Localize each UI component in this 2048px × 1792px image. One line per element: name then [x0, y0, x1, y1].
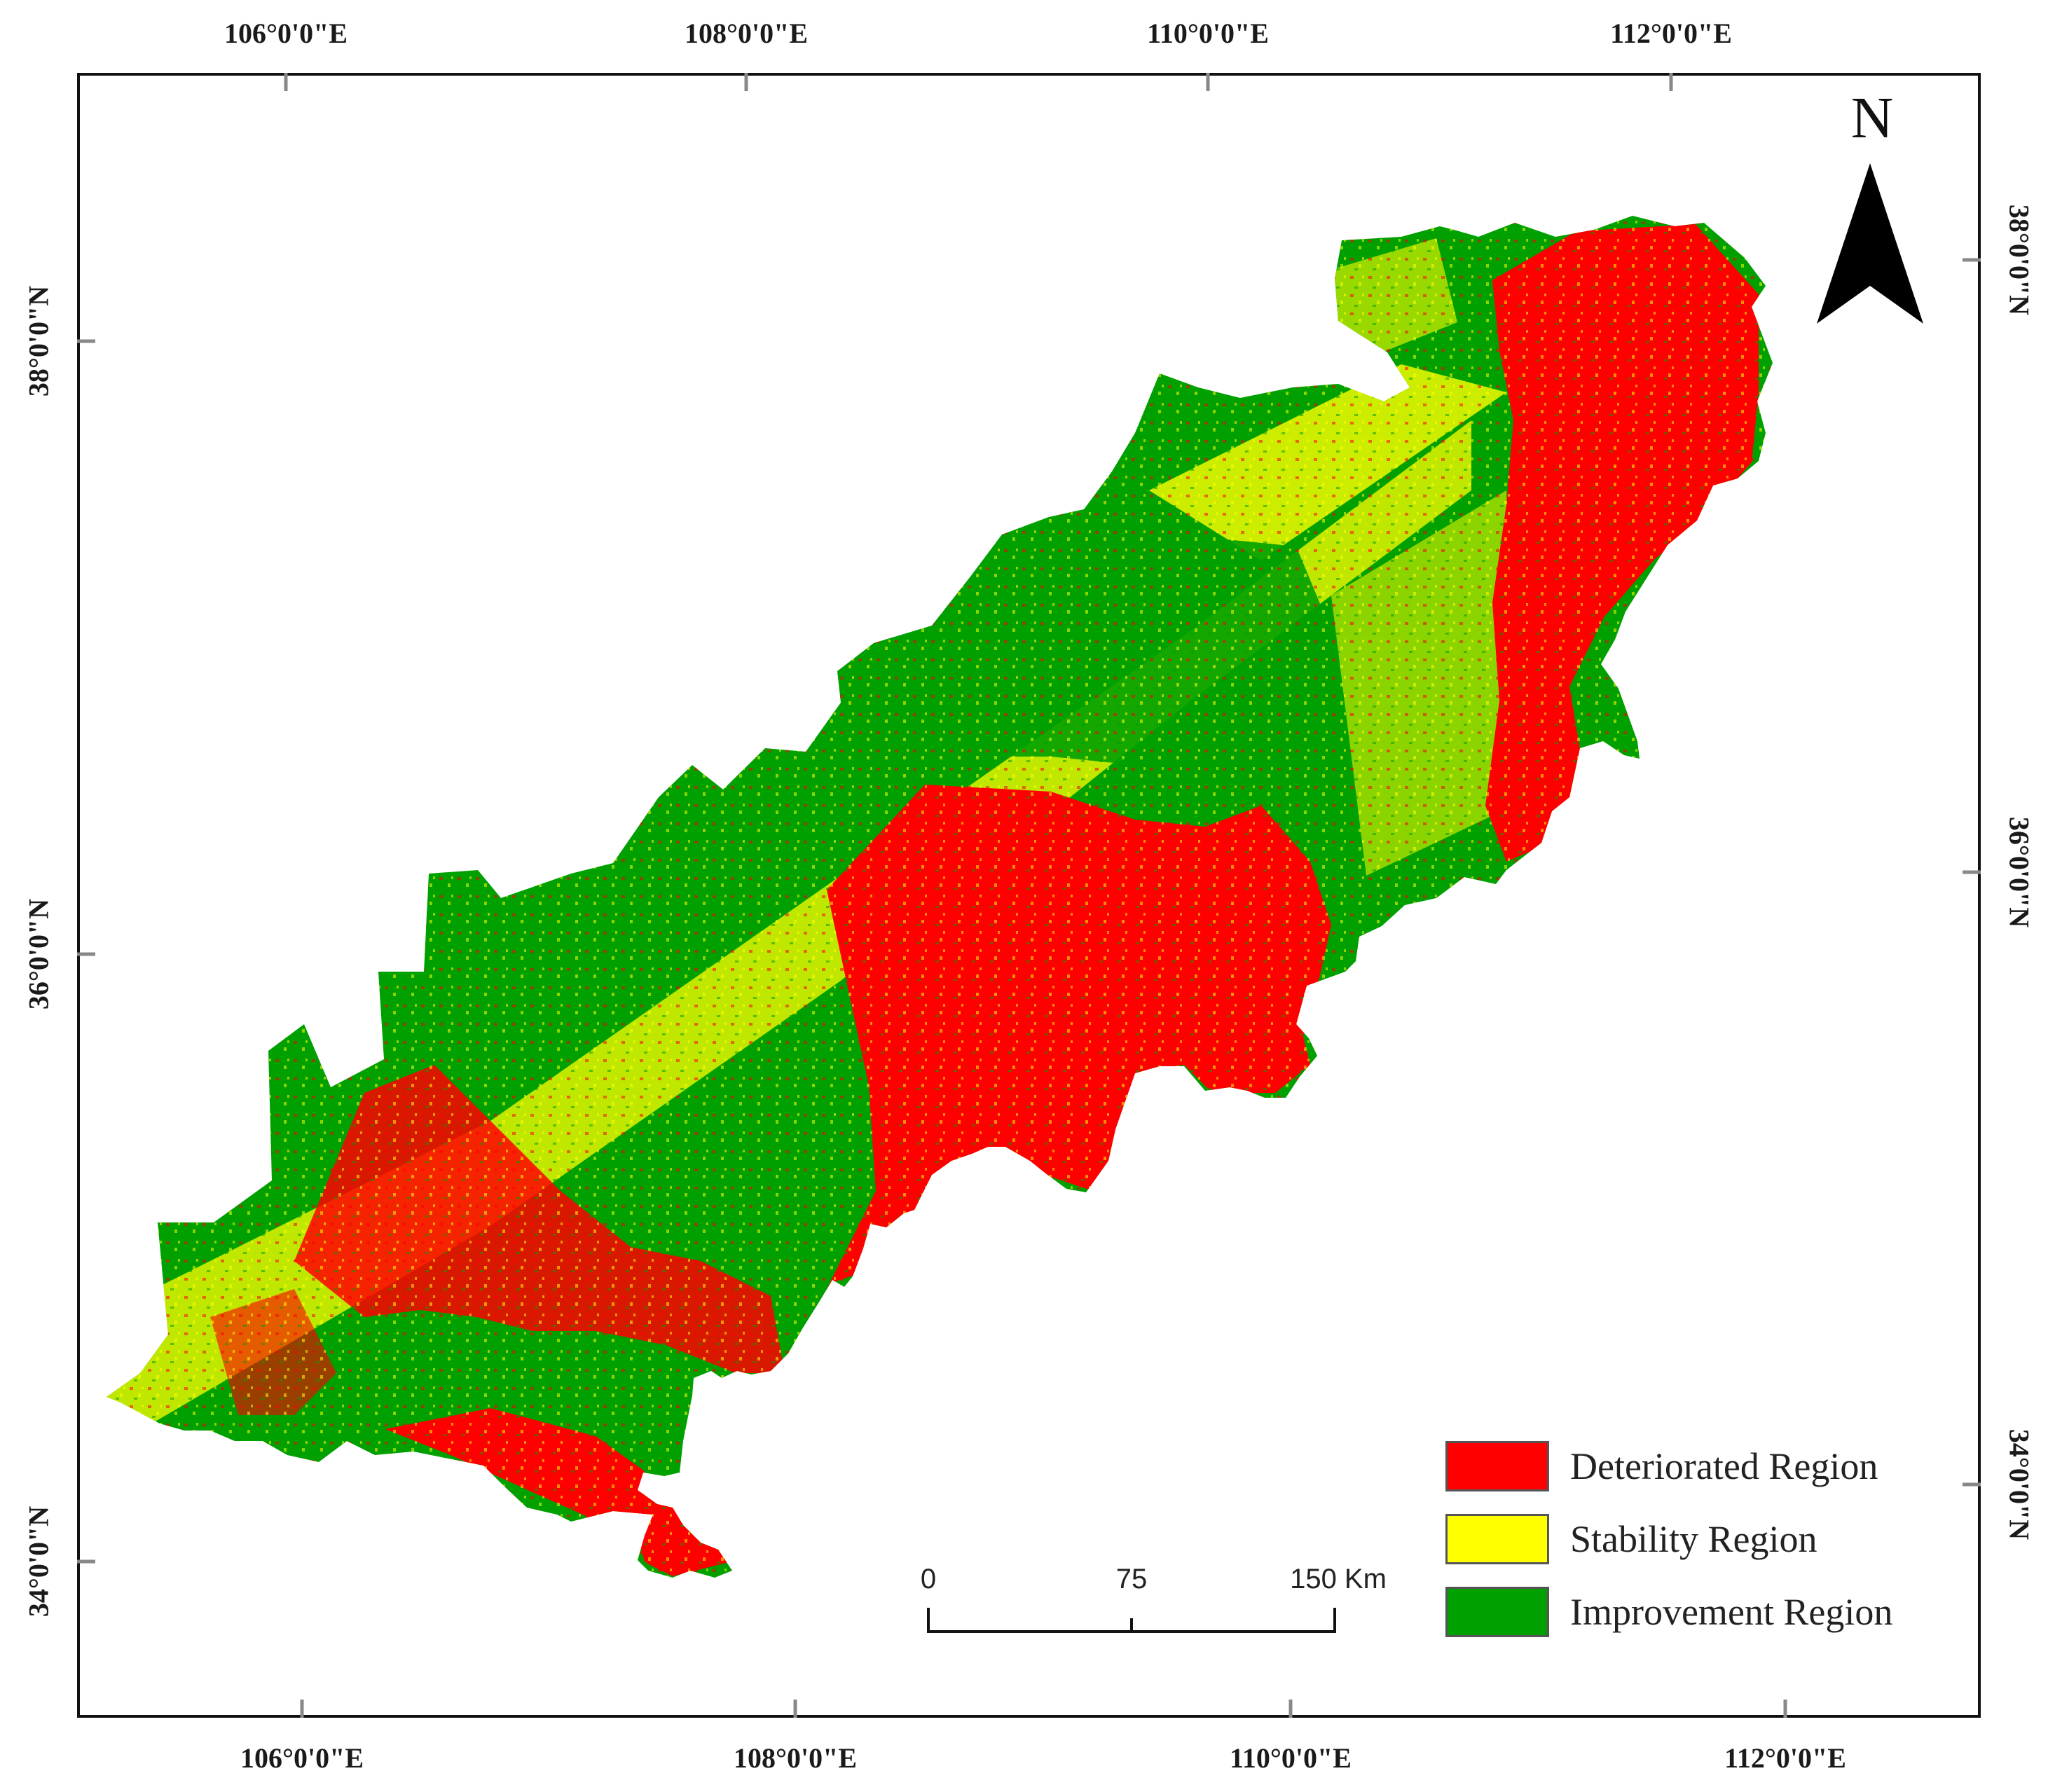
north-arrow-icon: [1817, 163, 1923, 324]
bottom-longitude-label: 112°0'0"E: [1724, 1742, 1846, 1774]
top-longitude-label: 108°0'0"E: [685, 18, 808, 49]
bottom-longitude-label: 108°0'0"E: [734, 1742, 857, 1774]
bottom-longitude-label: 110°0'0"E: [1230, 1742, 1352, 1774]
legend-swatch-green: [1445, 1587, 1549, 1637]
scale-label-end: 150 Km: [1290, 1564, 1387, 1594]
legend-label: Deteriorated Region: [1570, 1445, 1878, 1487]
right-latitude-label: 34°0'0"N: [2003, 1428, 2035, 1541]
right-latitude-label: 38°0'0"N: [2003, 204, 2035, 316]
legend-item-improvement: Improvement Region: [1445, 1586, 1892, 1638]
legend-item-deteriorated: Deteriorated Region: [1445, 1440, 1878, 1492]
left-latitude-label: 34°0'0"N: [22, 1505, 55, 1618]
legend-item-stability: Stability Region: [1445, 1513, 1817, 1565]
legend-label: Stability Region: [1570, 1518, 1817, 1560]
frame-ticks: [77, 73, 1981, 1718]
bottom-longitude-label: 106°0'0"E: [240, 1742, 364, 1774]
scale-label-mid: 75: [1115, 1564, 1148, 1594]
top-longitude-label: 112°0'0"E: [1610, 18, 1732, 49]
land-cover-layer: [106, 216, 1773, 1578]
legend-swatch-red: [1445, 1441, 1549, 1491]
left-latitude-label: 36°0'0"N: [22, 898, 55, 1010]
scale-label-zero: 0: [920, 1564, 937, 1594]
legend-label: Improvement Region: [1570, 1591, 1893, 1633]
top-longitude-label: 106°0'0"E: [224, 18, 348, 49]
top-longitude-label: 110°0'0"E: [1147, 18, 1269, 49]
left-latitude-label: 38°0'0"N: [22, 285, 55, 397]
north-label: N: [1850, 85, 1894, 151]
right-latitude-label: 36°0'0"N: [2003, 816, 2035, 928]
scale-bar: [927, 1608, 1336, 1633]
map-frame: [77, 73, 1981, 1718]
legend-swatch-yellow: [1445, 1514, 1549, 1564]
